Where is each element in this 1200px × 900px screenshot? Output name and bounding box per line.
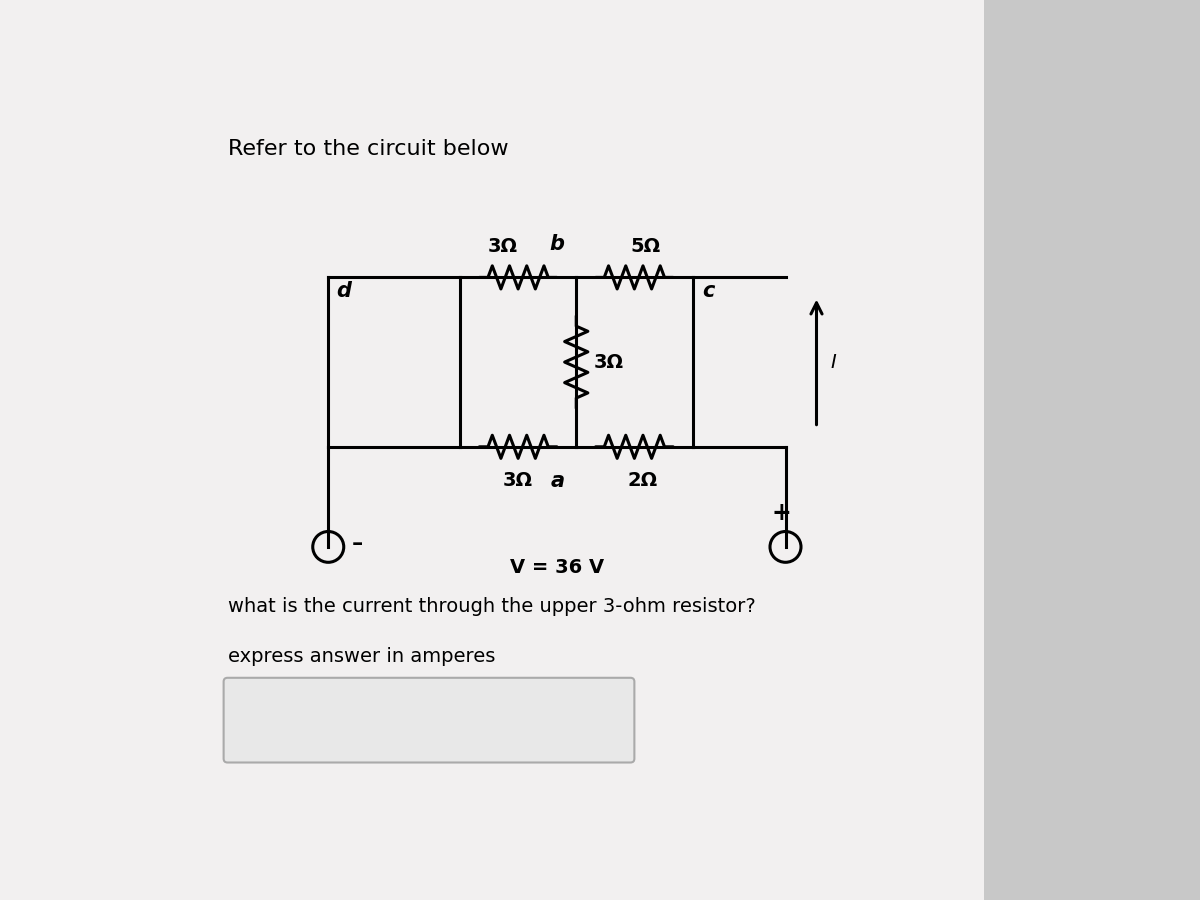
- Text: 5Ω: 5Ω: [631, 237, 661, 256]
- Text: Refer to the circuit below: Refer to the circuit below: [228, 139, 508, 158]
- Text: b: b: [550, 234, 565, 255]
- Text: –: –: [352, 534, 362, 554]
- Text: 2Ω: 2Ω: [628, 472, 658, 491]
- Text: V = 36 V: V = 36 V: [510, 558, 604, 578]
- Text: 3Ω: 3Ω: [503, 472, 533, 491]
- Text: what is the current through the upper 3-ohm resistor?: what is the current through the upper 3-…: [228, 597, 755, 616]
- Text: I: I: [830, 353, 836, 372]
- FancyBboxPatch shape: [223, 678, 635, 762]
- Text: +: +: [772, 501, 792, 526]
- Text: 3Ω: 3Ω: [593, 353, 623, 372]
- Text: c: c: [702, 281, 714, 302]
- Text: 3Ω: 3Ω: [487, 237, 517, 256]
- Text: express answer in amperes: express answer in amperes: [228, 647, 494, 666]
- Text: d: d: [336, 281, 352, 302]
- Text: a: a: [551, 472, 565, 491]
